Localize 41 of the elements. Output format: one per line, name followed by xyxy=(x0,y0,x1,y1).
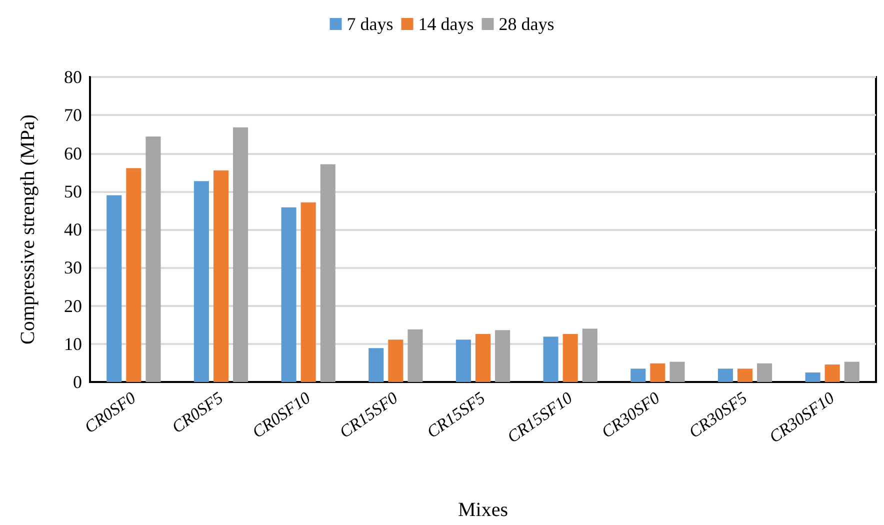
bar xyxy=(368,348,384,382)
bar xyxy=(630,368,646,382)
legend-label: 14 days xyxy=(418,14,474,34)
bar xyxy=(126,168,142,382)
bar xyxy=(805,372,820,382)
y-tick-label: 40 xyxy=(64,220,82,240)
y-tick-label: 80 xyxy=(64,67,82,87)
y-axis-title: Compressive strength (MPa) xyxy=(17,114,39,344)
bar xyxy=(650,363,666,382)
y-tick-label: 20 xyxy=(64,296,82,316)
bar xyxy=(146,136,161,382)
bar xyxy=(320,164,336,382)
bar xyxy=(106,195,122,382)
y-tick-label: 0 xyxy=(73,372,82,392)
bar xyxy=(718,368,733,382)
bar xyxy=(844,362,860,382)
bar xyxy=(233,127,248,382)
bar xyxy=(824,364,840,382)
bar xyxy=(281,207,296,382)
bar xyxy=(388,340,404,382)
bar xyxy=(300,202,316,382)
bar xyxy=(562,334,578,382)
bar xyxy=(757,363,772,382)
bar xyxy=(495,330,510,382)
bar xyxy=(737,368,753,382)
bar xyxy=(213,170,229,382)
bar xyxy=(582,328,598,382)
legend-label: 28 days xyxy=(498,14,554,34)
y-tick-label: 70 xyxy=(64,105,82,126)
x-axis-title: Mixes xyxy=(458,499,508,521)
bar xyxy=(670,362,685,382)
bar xyxy=(456,340,471,382)
y-tick-label: 50 xyxy=(64,181,82,202)
bar xyxy=(194,181,209,382)
y-tick-label: 10 xyxy=(64,334,82,354)
bar xyxy=(475,334,491,382)
legend-label: 7 days xyxy=(346,14,394,34)
y-tick-label: 30 xyxy=(64,258,82,278)
bar xyxy=(408,329,423,382)
y-tick-label: 60 xyxy=(64,143,82,164)
bar xyxy=(543,336,558,382)
